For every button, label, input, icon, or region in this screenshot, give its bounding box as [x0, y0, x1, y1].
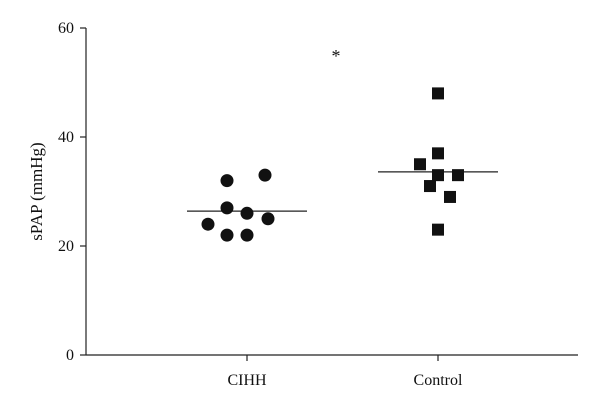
significance-marker: *	[332, 46, 341, 66]
data-point-cihh	[261, 212, 275, 226]
data-point-control	[432, 223, 444, 236]
data-point-cihh	[220, 201, 234, 215]
data-point-cihh	[240, 228, 254, 242]
y-axis-title: sPAP (mmHg)	[27, 142, 46, 240]
data-point-control	[444, 190, 456, 203]
y-tick-label: 0	[66, 347, 74, 364]
data-point-control	[424, 180, 436, 193]
x-tick-label: Control	[414, 372, 463, 389]
data-point-cihh	[258, 168, 272, 182]
data-point-cihh	[220, 174, 234, 188]
data-point-control	[432, 169, 444, 182]
x-tick-label: CIHH	[227, 372, 267, 389]
data-point-cihh	[201, 217, 215, 231]
y-tick-label: 60	[58, 20, 74, 37]
data-point-cihh	[240, 206, 254, 220]
data-point-control	[432, 147, 444, 160]
data-point-cihh	[220, 228, 234, 242]
data-point-control	[452, 169, 464, 182]
y-tick-label: 40	[58, 129, 74, 146]
data-point-control	[414, 158, 426, 171]
y-tick-label: 20	[58, 238, 74, 255]
data-point-control	[432, 87, 444, 100]
